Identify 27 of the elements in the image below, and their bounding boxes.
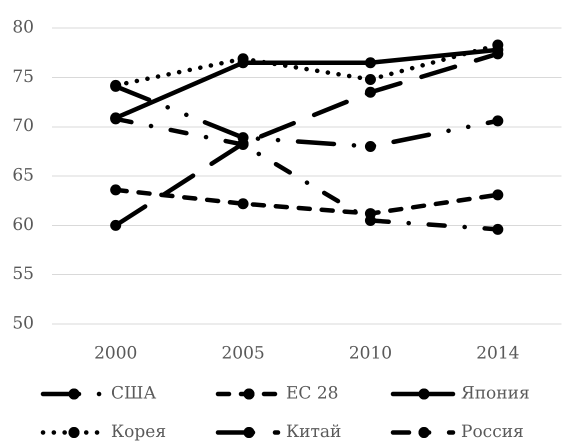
y-tick-label: 65 [12, 166, 34, 186]
y-tick-label: 75 [12, 66, 34, 87]
point [110, 220, 122, 231]
point [238, 198, 249, 210]
point [364, 74, 376, 85]
y-tick-label: 80 [12, 18, 34, 38]
legend-label: США [111, 383, 156, 404]
x-tick-label: 2014 [476, 344, 520, 364]
point [110, 184, 122, 196]
x-tick-label: 2000 [94, 344, 138, 364]
y-tick-label: 70 [12, 116, 34, 136]
y-tick-label: 55 [12, 264, 34, 284]
point [492, 224, 504, 235]
legend-label: Корея [111, 422, 166, 442]
legend-label: Япония [461, 383, 530, 404]
legend-label: ЕС 28 [286, 383, 338, 404]
x-tick-label: 2010 [348, 344, 392, 364]
point [364, 141, 376, 152]
legend-label: Россия [461, 422, 524, 442]
x-tick-label: 2005 [221, 344, 265, 364]
point [492, 115, 504, 126]
point [492, 189, 504, 200]
legend-label: Китай [286, 422, 342, 442]
point [364, 86, 376, 98]
y-tick-label: 50 [12, 313, 34, 334]
y-tick-label: 60 [12, 214, 34, 235]
point [364, 57, 376, 68]
